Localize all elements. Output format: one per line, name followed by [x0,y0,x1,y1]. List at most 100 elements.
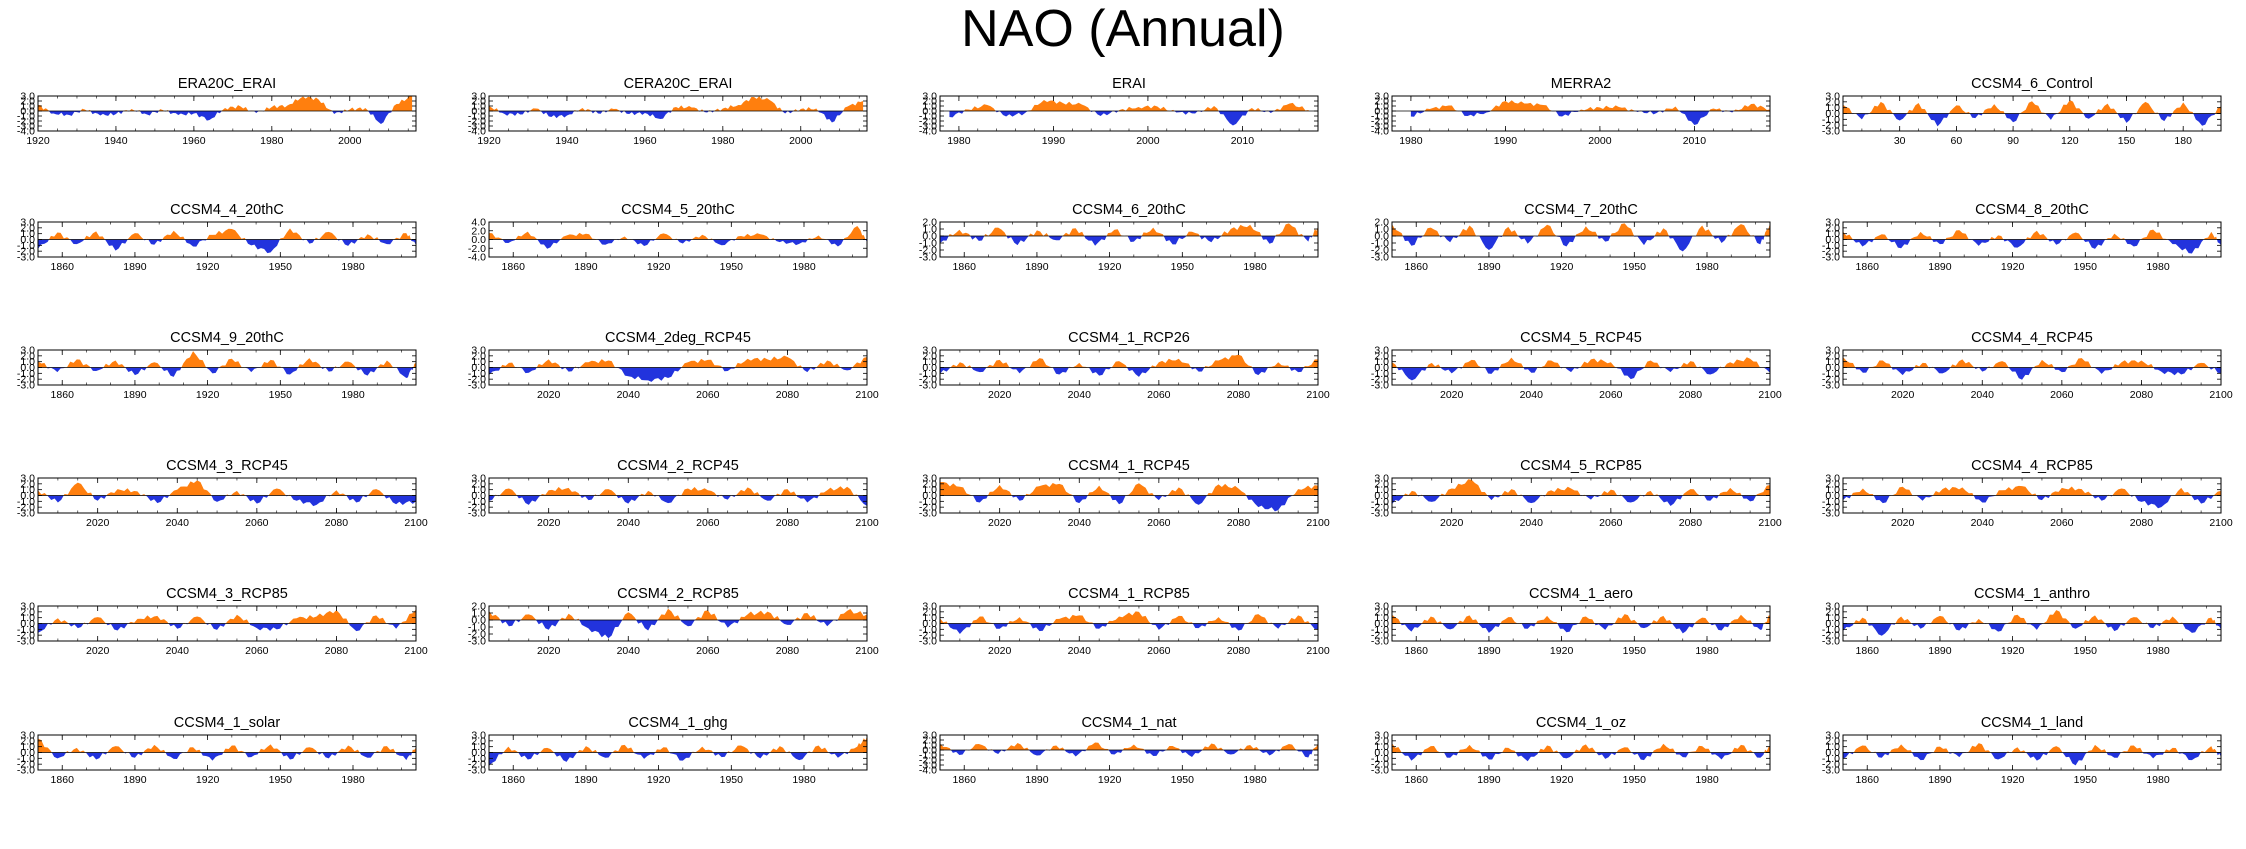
panel-title: CCSM4_8_20thC [1975,202,2089,218]
y-tick-label: 2.0 [471,601,486,613]
x-tick-label: 2100 [2209,389,2233,401]
panel-title: CCSM4_1_RCP26 [1068,330,1190,346]
y-tick-label: -2.0 [1822,759,1840,771]
y-tick-label: 2.0 [1825,96,1840,108]
x-tick-label: 2040 [1520,389,1544,401]
x-tick-label: 2080 [1227,389,1251,401]
y-tick-label: -1.0 [919,496,937,508]
y-tick-label: -2.0 [17,759,35,771]
y-tick-label: -1.0 [919,238,937,250]
negative-area [1392,495,1770,506]
x-tick-label: 2080 [325,645,349,657]
x-tick-label: 1950 [269,261,293,273]
y-tick-label: 2.0 [1825,222,1840,234]
x-tick-label: 1940 [555,135,579,147]
chart-panel: CCSM4_4_RCP85 3.0 2.0 1.0 0.0 -1.0 -2.0 -3.0 202… [1807,458,2246,535]
y-tick-label: 0.0 [1825,747,1840,759]
x-tick-label: 1980 [711,135,735,147]
panel-chart: 3.02.01.00.0-1.0-2.0-3.0 2020 2040 2060 2080… [468,345,879,402]
y-tick-label: 4.0 [471,217,486,229]
y-tick-label: 2.0 [1825,606,1840,618]
negative-area [489,620,867,639]
y-tick-label: -2.0 [1371,374,1389,386]
x-tick-label: 1890 [1928,774,1952,786]
y-tick-label: -1.0 [468,111,486,123]
panel-title: CCSM4_1_oz [1535,715,1627,731]
x-tick-label: 2020 [1440,517,1464,529]
negative-area [1392,236,1770,252]
panel-title: CCSM4_5_RCP45 [1520,330,1642,346]
chart-panel: CERA20C_ERAI 3.0 2.0 1.0 0.0 -1.0 -2.0 -3.0 -4.0… [453,76,903,153]
positive-area [489,355,867,368]
y-tick-label: -2.0 [468,759,486,771]
x-tick-label: 2080 [1227,517,1251,529]
y-tick-label: 0.0 [1825,362,1840,374]
y-tick-label: 2.0 [922,350,937,362]
y-tick-label: 0.0 [20,747,35,759]
plot-frame [1391,95,1771,132]
y-tick-label: -3.0 [1822,126,1840,138]
y-tick-label: 2.0 [1374,606,1389,618]
y-tick-label: -2.0 [1822,120,1840,132]
positive-area [940,742,1318,750]
chart-panel: CCSM4_7_20thC 2.0 1.0 0.0 -1.0 -2.0 -3.0 1860 18… [1356,202,1806,279]
x-tick-label: 1890 [123,389,147,401]
y-tick-label: -2.0 [17,116,35,128]
y-tick-label: -3.0 [919,252,937,264]
y-tick-label: 1.0 [471,741,486,753]
x-tick-label: 2080 [2130,389,2154,401]
panel-chart: 3.02.01.00.0-1.0-2.0-3.0 1860 1890 1920 1950… [1371,601,1771,657]
x-tick-label: 1950 [2074,261,2098,273]
y-tick-label: 2.0 [922,735,937,747]
y-tick-label: -3.0 [1822,380,1840,392]
y-tick-label: -1.0 [1822,240,1840,252]
y-tick-label: -3.0 [919,121,937,133]
y-tick-label: -3.0 [1371,252,1389,264]
y-tick-label: 0.0 [471,747,486,759]
y-tick-label: 1.0 [922,740,937,752]
positive-area [1392,614,1770,624]
x-tick-label: 1920 [196,389,220,401]
x-tick-label: 1980 [2146,261,2170,273]
y-tick-label: -3.0 [468,765,486,777]
y-tick-label: 3.0 [1825,473,1840,485]
y-tick-label: -2.0 [919,374,937,386]
y-tick-label: -3.0 [919,636,937,648]
positive-area [38,609,416,624]
x-tick-label: 1860 [502,774,526,786]
y-tick-label: 1.0 [20,741,35,753]
chart-panel: CCSM4_1_RCP45 3.0 2.0 1.0 0.0 -1.0 -2.0 -3.0 202… [904,458,1354,535]
x-tick-label: 2020 [537,389,561,401]
y-tick-label: 2.0 [1825,350,1840,362]
y-tick-label: 0.0 [1825,234,1840,246]
y-tick-label: -1.0 [1371,111,1389,123]
x-tick-label: 2040 [166,517,190,529]
x-tick-label: 1920 [1550,645,1574,657]
x-tick-label: 2020 [988,645,1012,657]
y-tick-label: 3.0 [922,730,937,742]
negative-area [1843,239,2221,254]
positive-area [1392,743,1770,753]
y-tick-label: 1.0 [1825,228,1840,240]
x-tick-label: 2100 [404,645,428,657]
y-tick-label: -4.0 [1371,126,1389,138]
y-tick-label: 1.0 [471,356,486,368]
y-tick-label: 0.0 [471,234,486,246]
x-tick-label: 90 [2007,135,2019,147]
x-tick-label: 2060 [245,517,269,529]
x-tick-label: 2020 [86,517,110,529]
y-tick-label: 0.0 [471,106,486,118]
x-tick-label: 60 [1951,135,1963,147]
negative-area [940,495,1318,512]
x-tick-label: 2100 [855,517,879,529]
y-tick-label: 3.0 [20,345,35,357]
x-tick-label: 2060 [696,517,720,529]
negative-area [940,236,1318,246]
x-tick-label: 2040 [1971,389,1995,401]
x-tick-label: 1950 [720,261,744,273]
y-tick-label: -2.0 [468,629,486,641]
x-tick-label: 1920 [477,135,501,147]
x-tick-label: 2100 [1306,645,1330,657]
y-tick-label: 3.0 [1374,345,1389,357]
y-tick-label: 1.0 [20,484,35,496]
